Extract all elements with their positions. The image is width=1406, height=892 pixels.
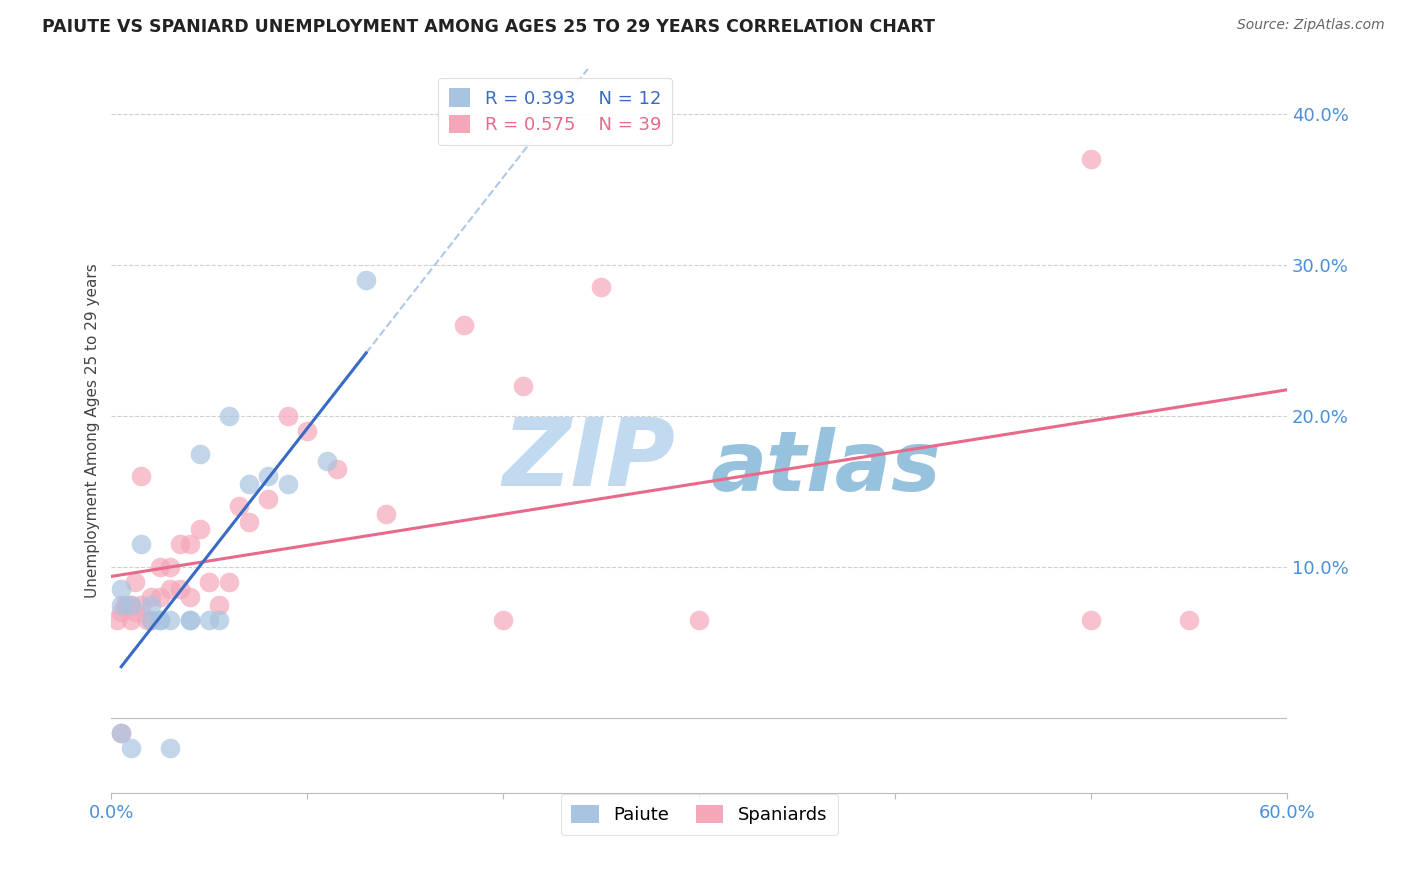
Point <box>169 582 191 597</box>
Point <box>179 613 201 627</box>
Point <box>149 613 172 627</box>
Point <box>110 726 132 740</box>
Point <box>139 598 162 612</box>
Point <box>198 613 221 627</box>
Point <box>257 491 280 506</box>
Point <box>149 590 172 604</box>
Point <box>159 559 181 574</box>
Point <box>114 598 136 612</box>
Point <box>591 280 613 294</box>
Point <box>188 522 211 536</box>
Text: Source: ZipAtlas.com: Source: ZipAtlas.com <box>1237 18 1385 32</box>
Point <box>149 559 172 574</box>
Point <box>149 613 172 627</box>
Point <box>124 605 146 619</box>
Point <box>238 476 260 491</box>
Point <box>129 598 152 612</box>
Point <box>277 476 299 491</box>
Point <box>277 409 299 423</box>
Point <box>492 613 515 627</box>
Point <box>1080 613 1102 627</box>
Point <box>228 500 250 514</box>
Point <box>1080 152 1102 166</box>
Point <box>198 574 221 589</box>
Point <box>159 741 181 756</box>
Point <box>159 613 181 627</box>
Point <box>188 447 211 461</box>
Point <box>179 613 201 627</box>
Point <box>110 605 132 619</box>
Text: atlas: atlas <box>711 426 942 508</box>
Point <box>159 582 181 597</box>
Point <box>110 582 132 597</box>
Point <box>179 590 201 604</box>
Point <box>688 613 710 627</box>
Point <box>326 461 349 475</box>
Point <box>115 598 138 612</box>
Point <box>110 726 132 740</box>
Point <box>105 613 128 627</box>
Point <box>512 378 534 392</box>
Y-axis label: Unemployment Among Ages 25 to 29 years: Unemployment Among Ages 25 to 29 years <box>86 263 100 599</box>
Point <box>120 741 142 756</box>
Point <box>120 613 142 627</box>
Point <box>120 598 142 612</box>
Point <box>316 454 339 468</box>
Point <box>110 598 132 612</box>
Point <box>139 613 162 627</box>
Point <box>208 598 231 612</box>
Text: ZIP: ZIP <box>503 414 676 506</box>
Point <box>1178 613 1201 627</box>
Point <box>218 409 240 423</box>
Point <box>135 613 157 627</box>
Point <box>179 537 201 551</box>
Point <box>374 507 396 521</box>
Point <box>129 537 152 551</box>
Text: PAIUTE VS SPANIARD UNEMPLOYMENT AMONG AGES 25 TO 29 YEARS CORRELATION CHART: PAIUTE VS SPANIARD UNEMPLOYMENT AMONG AG… <box>42 18 935 36</box>
Point <box>139 590 162 604</box>
Point <box>257 469 280 483</box>
Point <box>453 318 475 333</box>
Point <box>139 613 162 627</box>
Legend: Paiute, Spaniards: Paiute, Spaniards <box>561 794 838 835</box>
Point <box>238 515 260 529</box>
Point <box>169 537 191 551</box>
Point <box>297 424 319 438</box>
Point <box>120 598 142 612</box>
Point <box>124 574 146 589</box>
Point <box>354 273 377 287</box>
Point <box>208 613 231 627</box>
Point <box>218 574 240 589</box>
Point <box>129 469 152 483</box>
